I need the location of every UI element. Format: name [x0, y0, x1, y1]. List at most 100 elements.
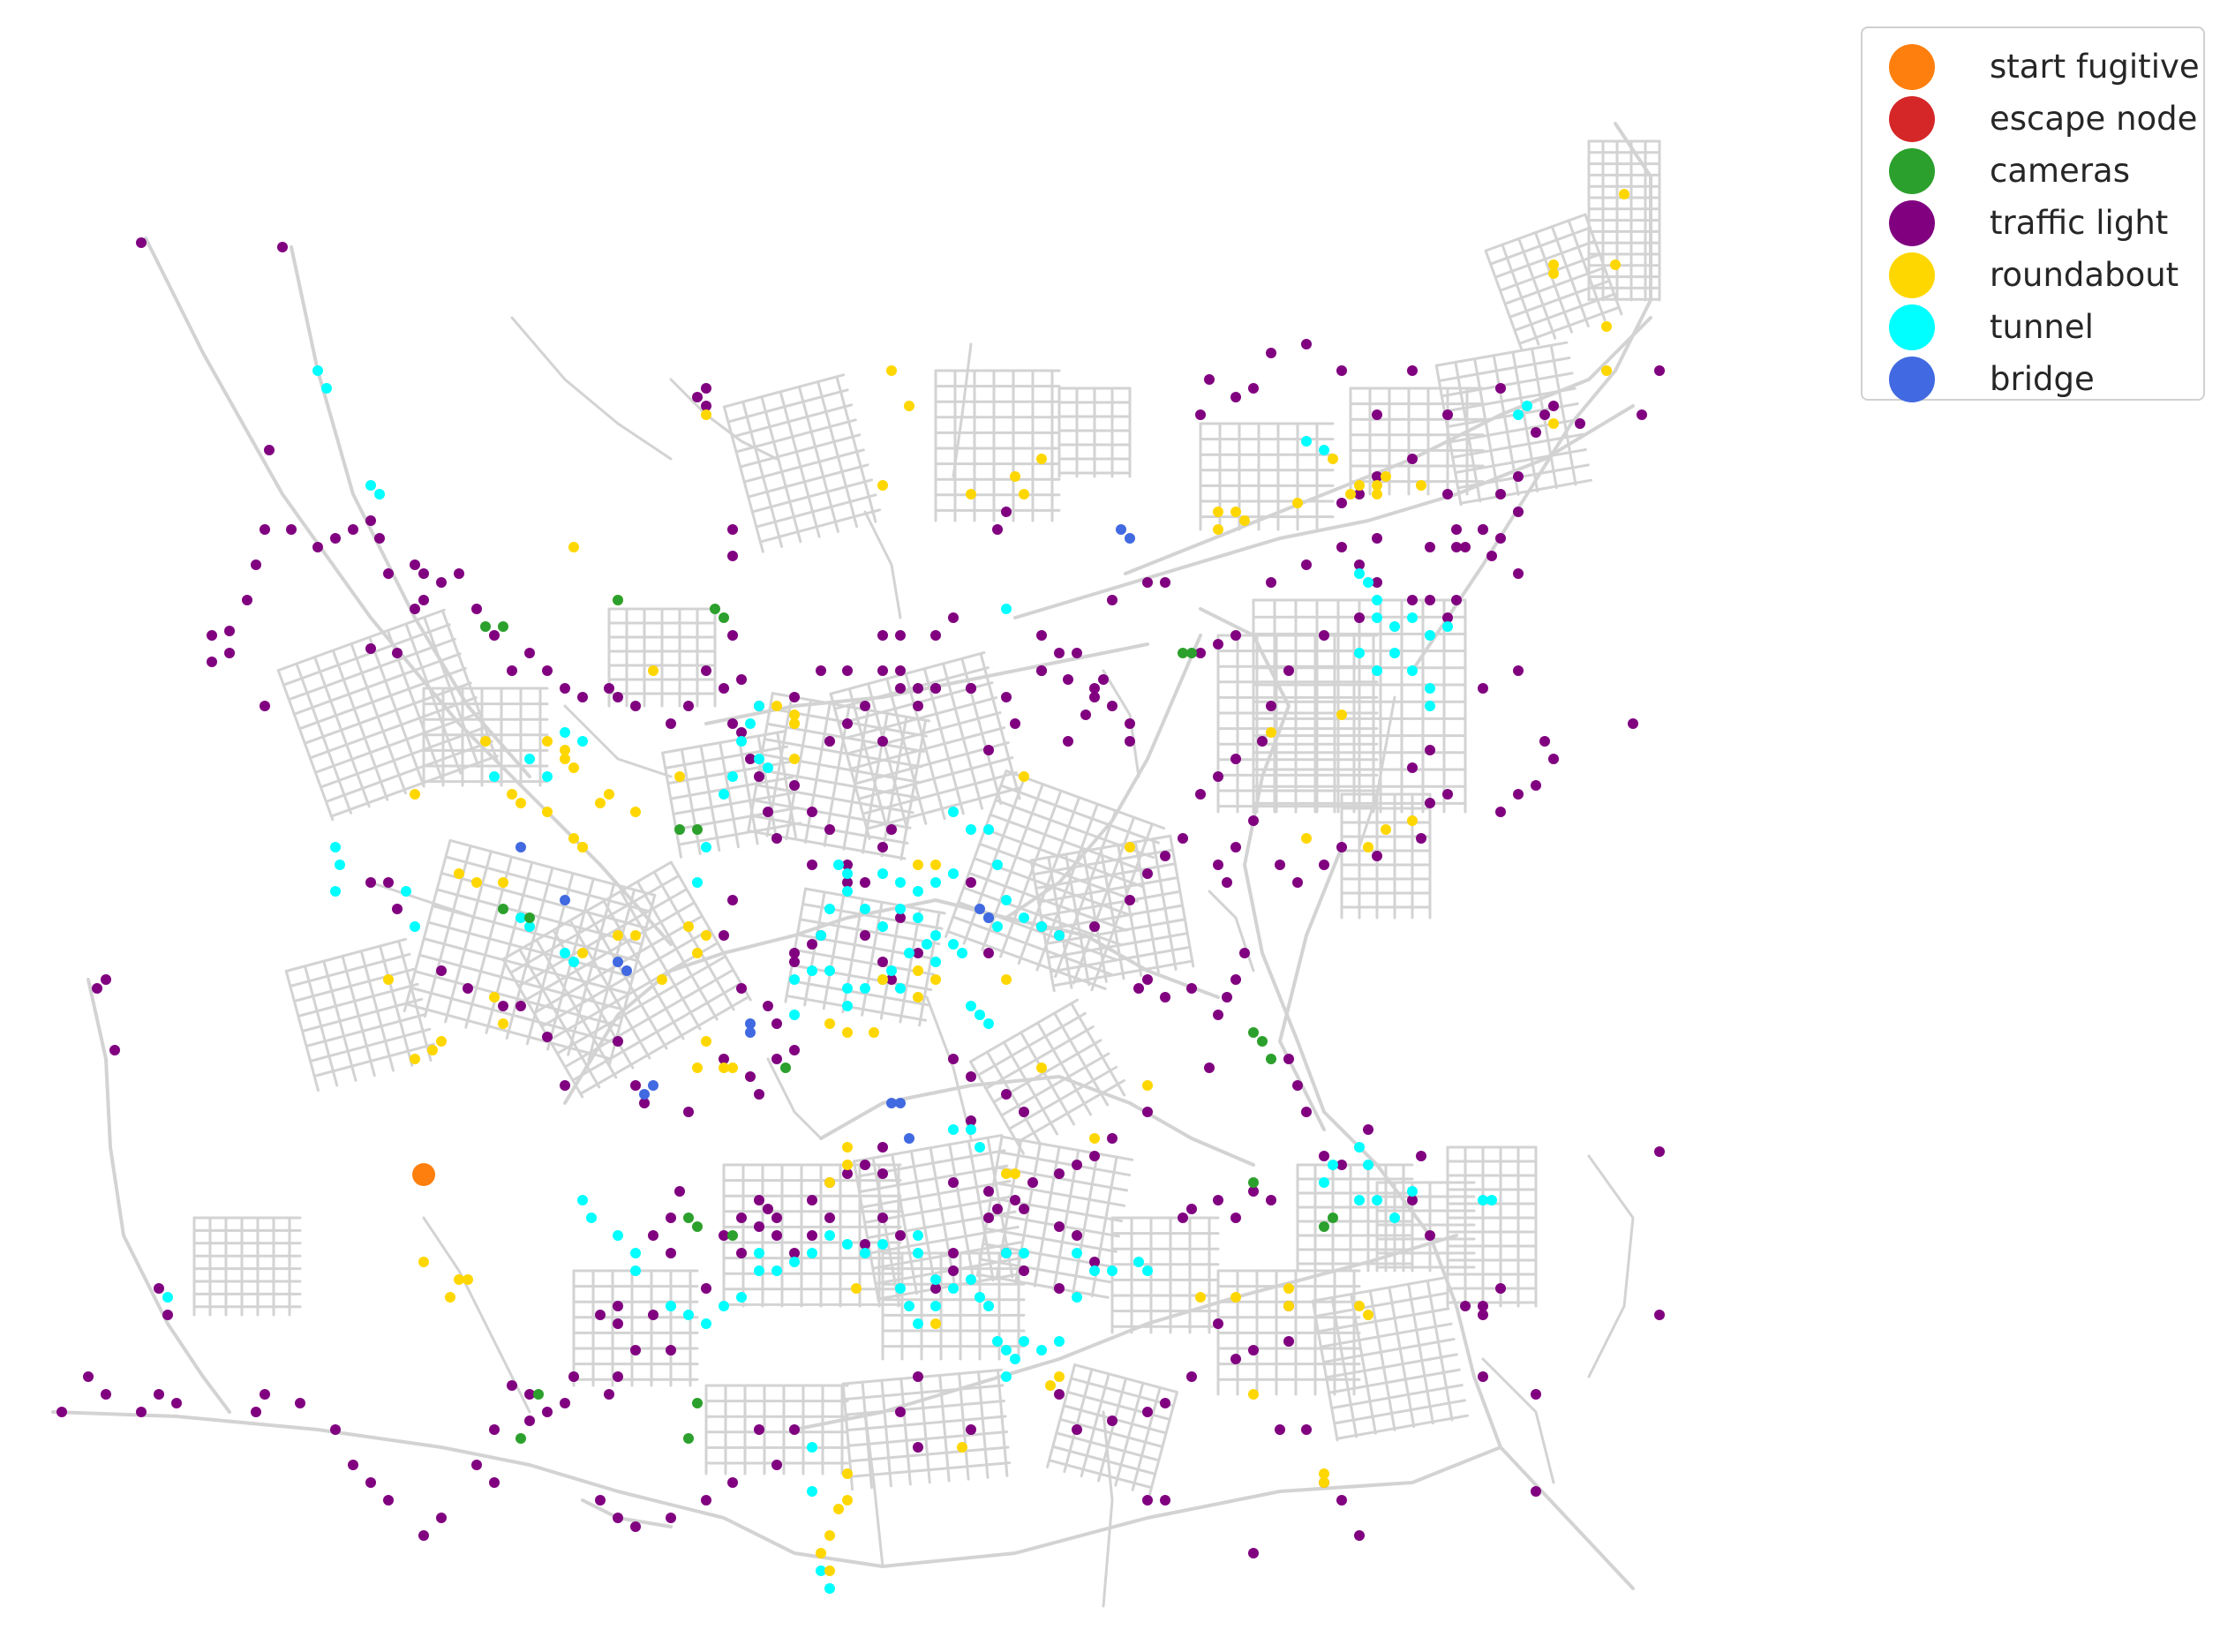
node-dot — [1513, 409, 1524, 420]
node-dot — [1363, 842, 1373, 852]
node-dot — [869, 1027, 879, 1038]
node-dot — [524, 921, 535, 932]
road-segment — [1047, 932, 1189, 959]
node-dot — [966, 1001, 976, 1011]
node-dot — [542, 1032, 553, 1042]
node-dot — [515, 1433, 526, 1444]
node-dot — [842, 1001, 853, 1011]
node-dot — [1283, 1336, 1294, 1347]
node-dot — [666, 718, 676, 729]
node-dot — [1336, 1160, 1347, 1170]
road-segment — [1319, 1322, 1453, 1348]
node-dot — [286, 524, 297, 535]
road-segment — [444, 855, 652, 913]
road-segment — [863, 1410, 884, 1568]
road-segment — [485, 860, 534, 1034]
node-dot — [1257, 736, 1268, 747]
node-dot — [913, 1318, 923, 1329]
node-dot — [1442, 409, 1453, 420]
node-dot — [1319, 1177, 1329, 1188]
node-dot — [1001, 1345, 1012, 1355]
node-dot — [1354, 568, 1365, 579]
node-dot — [789, 692, 800, 702]
road-segment — [1199, 607, 1635, 1590]
road-segment — [1492, 354, 1520, 496]
node-dot — [1363, 1124, 1373, 1135]
node-dot — [1266, 727, 1276, 738]
node-dot — [1010, 1195, 1020, 1205]
road-segment — [1489, 226, 1592, 266]
node-dot — [1142, 1495, 1153, 1506]
node-dot — [727, 1477, 738, 1488]
node-dot — [507, 1380, 517, 1391]
node-dot — [1239, 948, 1250, 958]
road-segment — [1013, 404, 1635, 620]
node-dot — [736, 1248, 747, 1258]
road-segment — [858, 1164, 1009, 1194]
road-segment — [1063, 1368, 1094, 1474]
node-dot — [860, 930, 870, 941]
node-dot — [1248, 1177, 1259, 1188]
road-segment — [1053, 1011, 1110, 1107]
road-segment — [1481, 1357, 1555, 1484]
road-segment — [865, 786, 1022, 830]
road-segment — [984, 1025, 1095, 1091]
road-segment — [756, 734, 779, 842]
node-dot — [639, 1089, 650, 1100]
road-segment — [1325, 1353, 1458, 1379]
node-dot — [754, 1424, 764, 1435]
road-segment — [747, 463, 869, 499]
node-dot — [621, 965, 632, 976]
node-dot — [1354, 1142, 1365, 1153]
node-dot — [524, 648, 535, 658]
node-dot — [630, 701, 641, 711]
node-dot — [1001, 507, 1012, 517]
node-dot — [674, 824, 685, 835]
node-dot — [1548, 268, 1559, 279]
road-segment — [1065, 852, 1091, 987]
road-segment — [289, 952, 411, 988]
node-dot — [365, 480, 376, 491]
road-segment — [1020, 1031, 1076, 1126]
node-dot — [983, 912, 994, 923]
road-segment — [1044, 918, 1186, 946]
node-dot — [1019, 1107, 1029, 1117]
node-dot — [1125, 842, 1135, 852]
node-dot — [577, 692, 588, 702]
road-segment — [331, 649, 389, 801]
road-segment — [1117, 844, 1143, 977]
node-dot — [816, 665, 826, 676]
node-dot — [471, 877, 482, 888]
node-dot — [1230, 1354, 1241, 1364]
node-dot — [913, 701, 923, 711]
road-segment — [1333, 1399, 1466, 1425]
road-segment — [983, 828, 1144, 889]
road-segment — [880, 1378, 892, 1488]
node-dot — [489, 630, 500, 641]
node-dot — [666, 1248, 676, 1258]
road-segment — [1584, 213, 1623, 316]
node-dot — [1372, 471, 1382, 482]
node-dot — [630, 1265, 641, 1276]
road-segment — [999, 789, 1063, 958]
node-dot — [392, 648, 403, 658]
node-dot — [542, 1407, 553, 1417]
node-dot — [824, 736, 835, 747]
node-dot — [877, 736, 888, 747]
node-dot — [727, 1063, 738, 1073]
node-dot — [613, 930, 623, 941]
node-dot — [1372, 480, 1382, 491]
node-dot — [877, 1142, 888, 1153]
road-segment — [861, 900, 884, 1017]
road-segment — [661, 730, 786, 755]
node-dot — [904, 948, 914, 958]
node-dot — [365, 515, 376, 526]
node-dot — [401, 886, 411, 897]
node-dot — [913, 1248, 923, 1258]
node-dot — [1089, 1265, 1100, 1276]
node-dot — [83, 1371, 94, 1382]
road-segment — [1037, 876, 1179, 904]
node-dot — [983, 1213, 994, 1223]
node-dot — [895, 904, 906, 914]
legend-label: traffic light — [1990, 204, 2169, 242]
